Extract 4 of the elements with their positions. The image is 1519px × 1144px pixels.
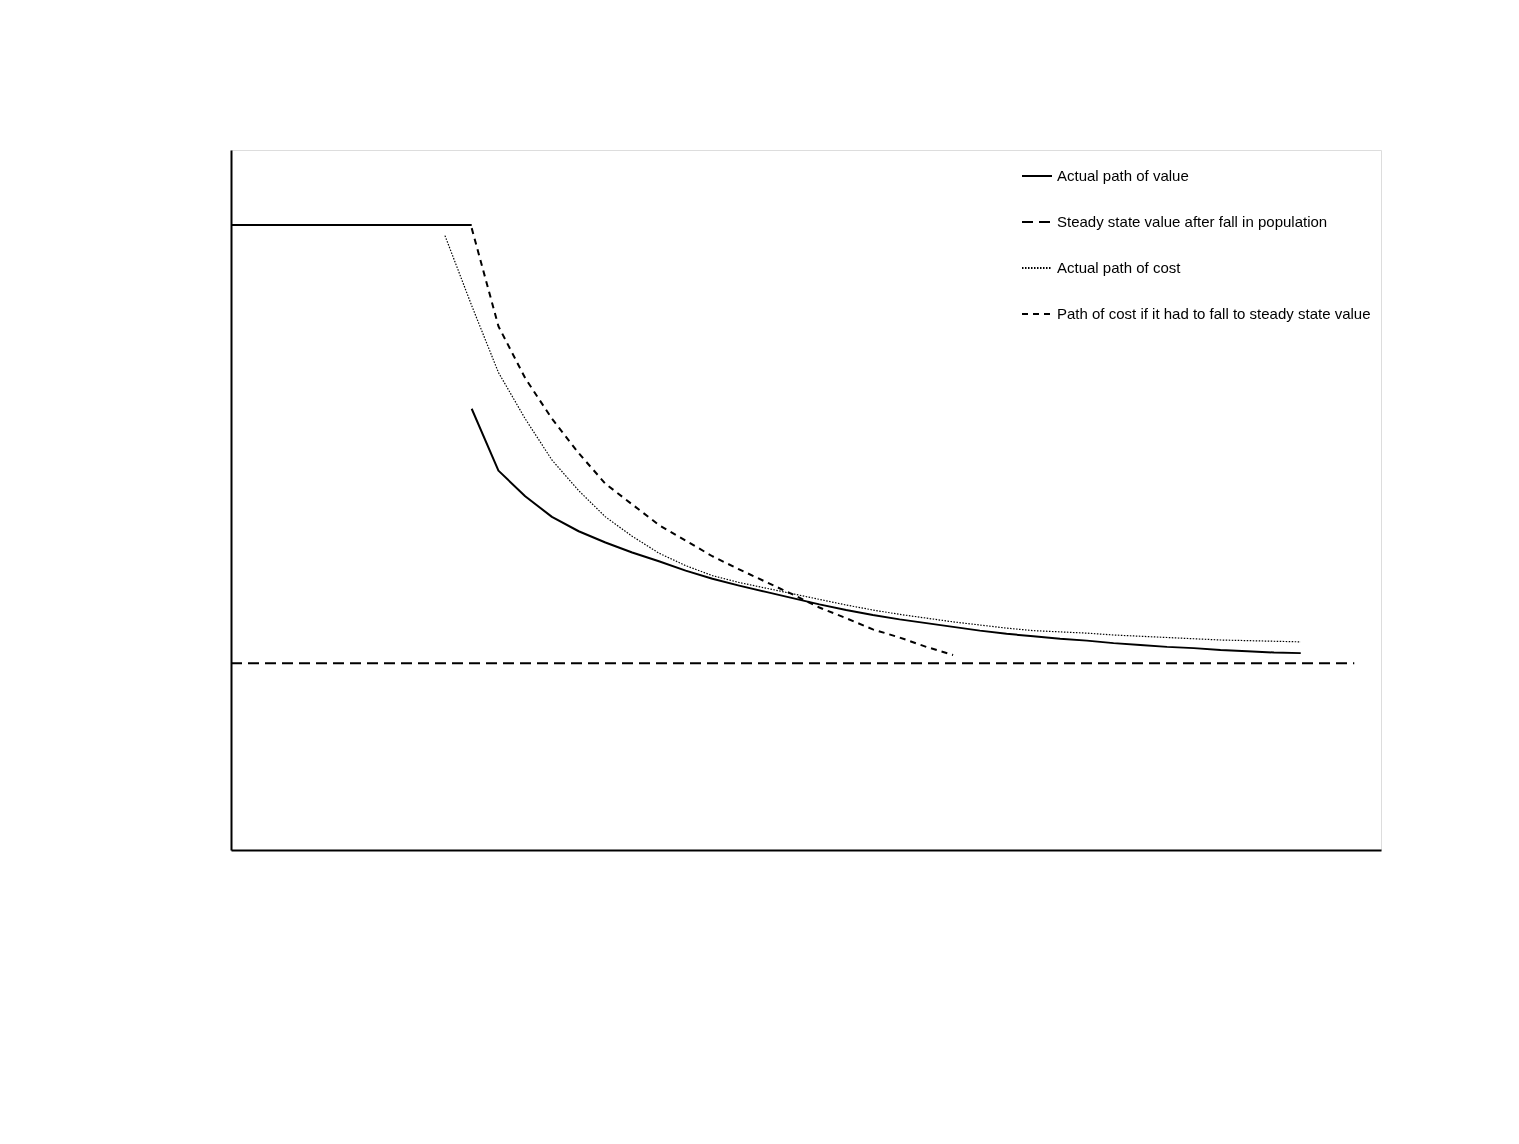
legend-label: Actual path of cost: [1057, 259, 1182, 276]
legend-label: Actual path of value: [1057, 167, 1189, 184]
legend-label: Path of cost if it had to fall to steady state value: [1057, 305, 1371, 322]
legend-label: Steady state value after fall in population: [1057, 213, 1328, 230]
